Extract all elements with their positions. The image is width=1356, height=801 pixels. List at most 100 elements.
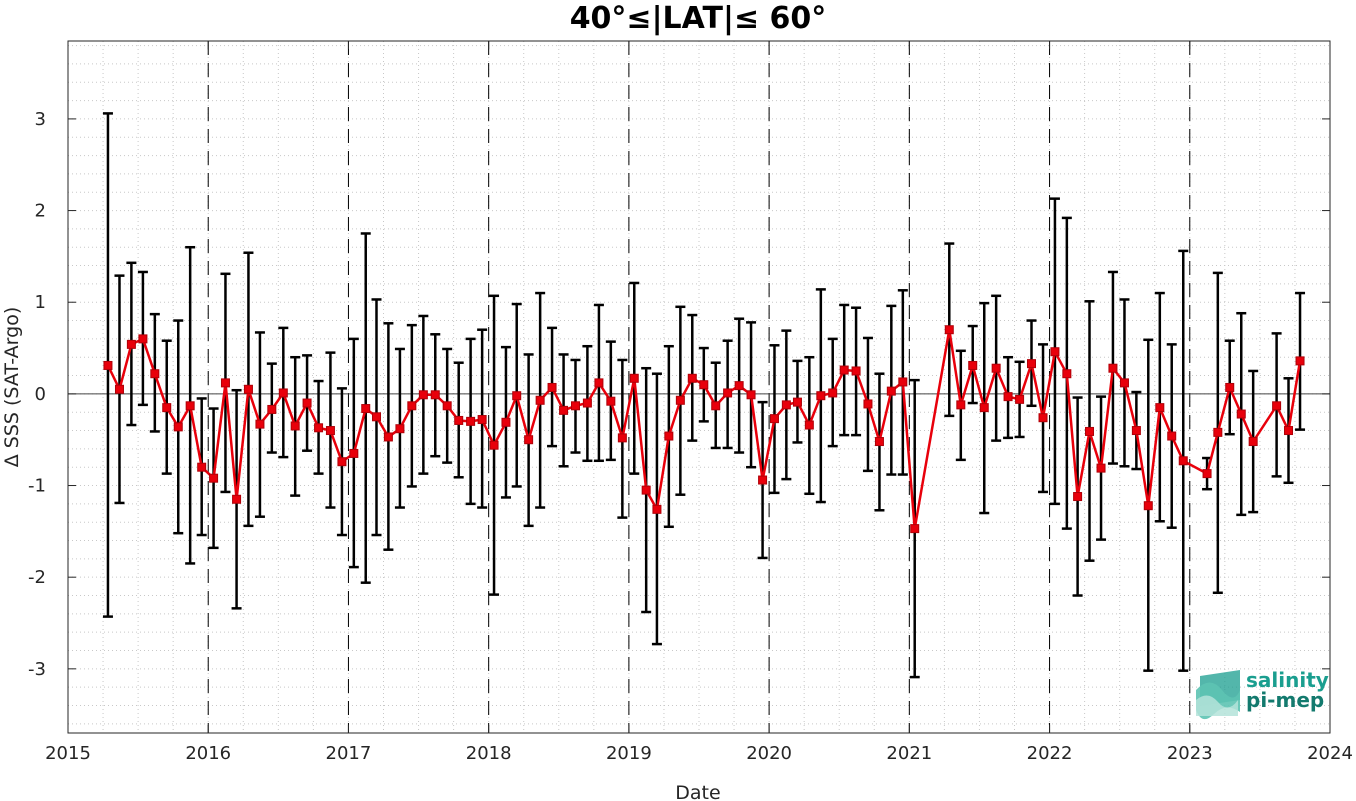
data-point bbox=[337, 457, 347, 467]
data-point bbox=[302, 398, 312, 408]
data-point bbox=[898, 377, 908, 387]
data-point bbox=[1248, 437, 1258, 447]
data-point bbox=[734, 381, 744, 391]
data-point bbox=[944, 325, 954, 335]
x-tick-labels: 2015 2016 2017 2018 2019 2020 2021 2022 2023 2024 bbox=[45, 743, 1353, 764]
data-point bbox=[758, 475, 768, 485]
data-point bbox=[162, 403, 172, 413]
data-point bbox=[1178, 456, 1188, 466]
data-point bbox=[1073, 492, 1083, 502]
data-point bbox=[816, 391, 826, 401]
data-point bbox=[711, 401, 721, 411]
y-tick-label: 1 bbox=[35, 292, 46, 313]
data-point bbox=[629, 373, 639, 383]
data-point bbox=[594, 378, 604, 388]
data-point bbox=[512, 391, 522, 401]
data-point bbox=[185, 401, 195, 411]
x-tick-label: 2016 bbox=[185, 743, 231, 764]
data-point bbox=[173, 422, 183, 432]
data-point bbox=[617, 433, 627, 443]
chart-title: 40°≤|LAT|≤ 60° bbox=[570, 1, 827, 36]
data-point bbox=[1038, 413, 1048, 423]
data-point bbox=[723, 388, 733, 398]
data-point bbox=[407, 401, 417, 411]
data-point bbox=[664, 431, 674, 441]
data-point bbox=[371, 412, 381, 422]
data-point bbox=[114, 384, 124, 394]
data-point bbox=[979, 403, 989, 413]
data-point bbox=[991, 363, 1001, 373]
x-axis-label: Date bbox=[675, 782, 720, 801]
data-point bbox=[126, 339, 136, 349]
data-point bbox=[1167, 431, 1177, 441]
x-tick-label: 2021 bbox=[886, 743, 932, 764]
x-tick-label: 2019 bbox=[606, 743, 652, 764]
data-point bbox=[535, 395, 545, 405]
data-point bbox=[477, 415, 487, 425]
data-point bbox=[1003, 392, 1013, 402]
data-point bbox=[641, 485, 651, 495]
data-point bbox=[1295, 356, 1305, 366]
data-point bbox=[349, 448, 359, 458]
logo-text-salinity: salinity bbox=[1246, 668, 1329, 692]
data-point bbox=[361, 404, 371, 414]
data-point bbox=[804, 420, 814, 430]
y-tick-label: 2 bbox=[35, 201, 46, 222]
data-point bbox=[232, 494, 242, 504]
data-point bbox=[103, 360, 113, 370]
data-point bbox=[675, 395, 685, 405]
y-tick-label: 0 bbox=[35, 384, 46, 405]
data-point bbox=[547, 382, 557, 392]
data-point bbox=[1119, 378, 1129, 388]
data-point bbox=[652, 504, 662, 514]
data-point bbox=[395, 424, 405, 434]
data-point bbox=[1225, 382, 1235, 392]
x-tick-label: 2024 bbox=[1307, 743, 1353, 764]
data-point bbox=[828, 388, 838, 398]
data-point bbox=[442, 401, 452, 411]
data-point bbox=[1015, 394, 1025, 404]
data-point bbox=[1284, 426, 1294, 436]
x-tick-label: 2020 bbox=[746, 743, 792, 764]
data-point bbox=[243, 384, 253, 394]
x-tick-label: 2023 bbox=[1167, 743, 1213, 764]
y-axis-label: Δ SSS (SAT-Argo) bbox=[1, 307, 23, 467]
y-tick-label: -2 bbox=[28, 567, 46, 588]
data-point bbox=[1108, 363, 1118, 373]
data-point bbox=[1272, 401, 1282, 411]
data-point bbox=[418, 390, 428, 400]
data-point bbox=[501, 417, 511, 427]
data-point bbox=[1062, 369, 1072, 379]
data-point bbox=[466, 416, 476, 426]
logo-text-pimep: pi-mep bbox=[1246, 688, 1324, 712]
data-point bbox=[746, 390, 756, 400]
data-point bbox=[570, 401, 580, 411]
data-point bbox=[524, 435, 534, 445]
wave-logo-icon bbox=[1196, 670, 1240, 720]
data-point bbox=[851, 366, 861, 376]
data-point bbox=[1050, 347, 1060, 357]
data-point bbox=[792, 397, 802, 407]
data-point bbox=[559, 405, 569, 415]
plot-frame bbox=[67, 40, 1331, 734]
data-point bbox=[1026, 359, 1036, 369]
x-tick-label: 2017 bbox=[326, 743, 372, 764]
y-tick-label: -3 bbox=[28, 659, 46, 680]
data-point bbox=[582, 398, 592, 408]
data-point bbox=[910, 524, 920, 534]
data-point bbox=[874, 437, 884, 447]
data-point bbox=[1096, 463, 1106, 473]
data-point bbox=[1085, 426, 1095, 436]
data-point bbox=[454, 415, 464, 425]
axes-frame bbox=[67, 40, 1331, 734]
data-markers bbox=[103, 325, 1305, 534]
data-point bbox=[138, 334, 148, 344]
data-point bbox=[1213, 427, 1223, 437]
data-point bbox=[383, 432, 393, 442]
data-point bbox=[489, 440, 499, 450]
data-point bbox=[687, 373, 697, 383]
data-point bbox=[278, 388, 288, 398]
data-point bbox=[886, 386, 896, 396]
x-tick-label: 2022 bbox=[1027, 743, 1073, 764]
